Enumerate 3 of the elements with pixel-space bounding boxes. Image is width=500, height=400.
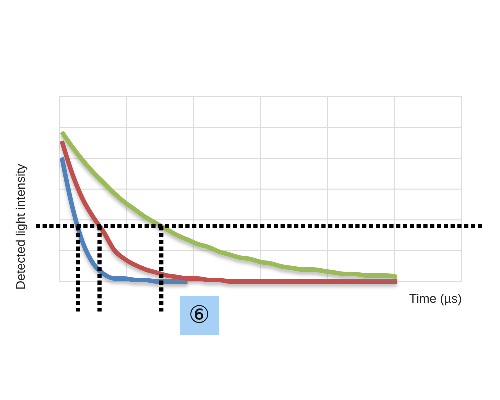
x-axis-title: Time (µs) — [409, 292, 462, 306]
text: ⑥ — [188, 301, 210, 329]
y-axis-title: Detected light intensity — [14, 163, 28, 290]
